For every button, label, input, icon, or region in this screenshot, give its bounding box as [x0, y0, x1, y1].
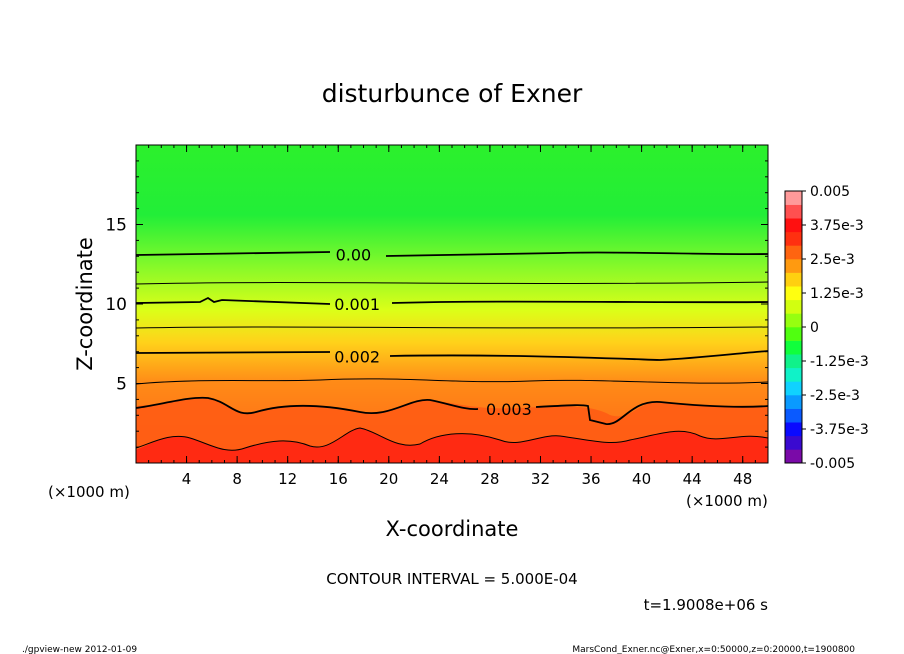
y-axis-ticks: 5 10 15: [105, 144, 768, 464]
colorbar-label: 1.25e-3: [810, 286, 864, 302]
colorbar-swatch: [785, 408, 802, 423]
x-tick-label: 48: [733, 470, 752, 488]
contour-line: [136, 427, 768, 451]
y-axis-label: Z-coordinate: [73, 237, 97, 371]
contour-line: [136, 326, 768, 329]
colorbar-label: 0: [810, 320, 819, 336]
colorbar-swatch: [785, 218, 802, 233]
contour-interval-text: CONTOUR INTERVAL = 5.000E-04: [326, 570, 577, 588]
contour-line: [136, 251, 768, 257]
footer-right: MarsCond_Exner.nc@Exner,x=0:50000,z=0:20…: [572, 645, 855, 654]
band-red: [136, 428, 768, 463]
colorbar-swatch: [785, 422, 802, 437]
contour-line: [136, 350, 768, 361]
x-tick-label: 12: [278, 470, 297, 488]
colorbar-swatch: [785, 449, 802, 464]
colorbar-swatch: [785, 340, 802, 355]
x-tick-label: 4: [182, 470, 192, 488]
x-axis-ticks: 4 8 12 16 20 24 28 32 36 40 44 48: [135, 145, 769, 488]
colorbar-label: 2.5e-3: [810, 252, 855, 268]
colorbar-label: -3.75e-3: [810, 422, 869, 438]
contour-label: 0.00: [336, 246, 372, 265]
x-unit-label: (×1000 m): [686, 492, 768, 510]
y-tick-label: 15: [105, 216, 127, 236]
contour-line: [136, 378, 768, 385]
x-tick-label: 40: [632, 470, 651, 488]
colorbar-swatch: [785, 313, 802, 328]
colorbar: 0.005 3.75e-3 2.5e-3 1.25e-3 0 -1.25e-3 -2.5e-…: [784, 184, 869, 472]
x-tick-label: 24: [430, 470, 449, 488]
colorbar-swatch: [785, 286, 802, 301]
colorbar-swatch: [785, 354, 802, 369]
colorbar-swatch: [785, 327, 802, 341]
contour-label: 0.001: [334, 295, 380, 314]
contour-label: 0.003: [486, 400, 532, 419]
contour-lines: [136, 251, 768, 451]
colorbar-swatch: [785, 395, 802, 409]
x-tick-label: 20: [379, 470, 398, 488]
contour-line: [136, 281, 768, 285]
x-tick-label: 36: [581, 470, 600, 488]
colorbar-swatch: [785, 231, 802, 246]
x-tick-label: 16: [329, 470, 348, 488]
time-text: t=1.9008e+06 s: [644, 596, 769, 614]
colorbar-label: 3.75e-3: [810, 218, 864, 234]
x-tick-label: 32: [531, 470, 550, 488]
colorbar-swatch: [785, 367, 802, 382]
colorbar-swatch: [785, 259, 802, 273]
contour-labels: 0.00 0.001 0.002 0.003: [334, 246, 531, 419]
x-tick-label: 28: [480, 470, 499, 488]
colorbar-swatch: [785, 381, 802, 396]
x-axis-label: X-coordinate: [386, 517, 519, 541]
colorbar-swatch: [785, 245, 802, 260]
chart-title: disturbunce of Exner: [322, 79, 583, 108]
contour-label: 0.002: [334, 347, 380, 366]
colorbar-swatch: [785, 191, 802, 205]
colorbar-label: -2.5e-3: [810, 388, 860, 404]
colorbar-swatch: [785, 299, 802, 314]
colorbar-swatch: [785, 435, 802, 450]
colorbar-swatch: [785, 272, 802, 287]
y-tick-label: 10: [105, 295, 127, 315]
colorbar-label: -1.25e-3: [810, 354, 869, 370]
contour-line: [136, 296, 768, 305]
y-unit-label: (×1000 m): [48, 483, 130, 501]
x-tick-label: 44: [683, 470, 702, 488]
y-tick-label: 5: [116, 375, 127, 395]
colorbar-label: -0.005: [810, 456, 855, 472]
colorbar-swatch: [785, 204, 802, 219]
x-tick-label: 8: [232, 470, 242, 488]
colorbar-label: 0.005: [810, 184, 850, 200]
footer-left: ./gpview-new 2012-01-09: [22, 645, 137, 654]
contour-line: [136, 396, 768, 425]
